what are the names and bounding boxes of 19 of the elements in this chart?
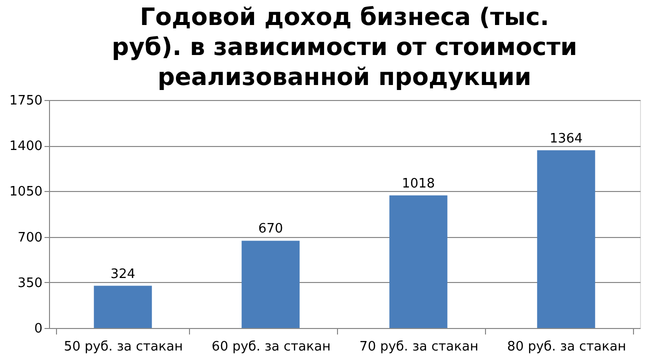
x-tick-label: 60 руб. за стакан [212,340,331,354]
data-label: 324 [110,266,136,282]
bar [537,150,596,328]
data-label: 1364 [550,131,583,146]
y-tick-label: 1400 [9,139,42,154]
bar [94,286,152,328]
data-label: 1018 [402,176,435,192]
y-tick-label: 1750 [9,94,42,108]
data-label: 670 [258,222,284,237]
chart-title: Годовой доход бизнеса (тыс. руб). в зависимости от стоимости реализованной продукции [112,3,578,91]
bar [389,195,448,328]
y-tick-label: 700 [18,230,42,246]
y-tick-label: 1050 [9,184,42,200]
x-tick-label: 70 руб. за стакан [359,340,478,354]
y-tick-label: 350 [18,276,42,291]
x-tick-label: 50 руб. за стакан [64,340,183,354]
x-tick-label: 80 руб. за стакан [507,340,626,354]
bar [242,240,300,328]
y-tick-label: 0 [34,322,42,336]
